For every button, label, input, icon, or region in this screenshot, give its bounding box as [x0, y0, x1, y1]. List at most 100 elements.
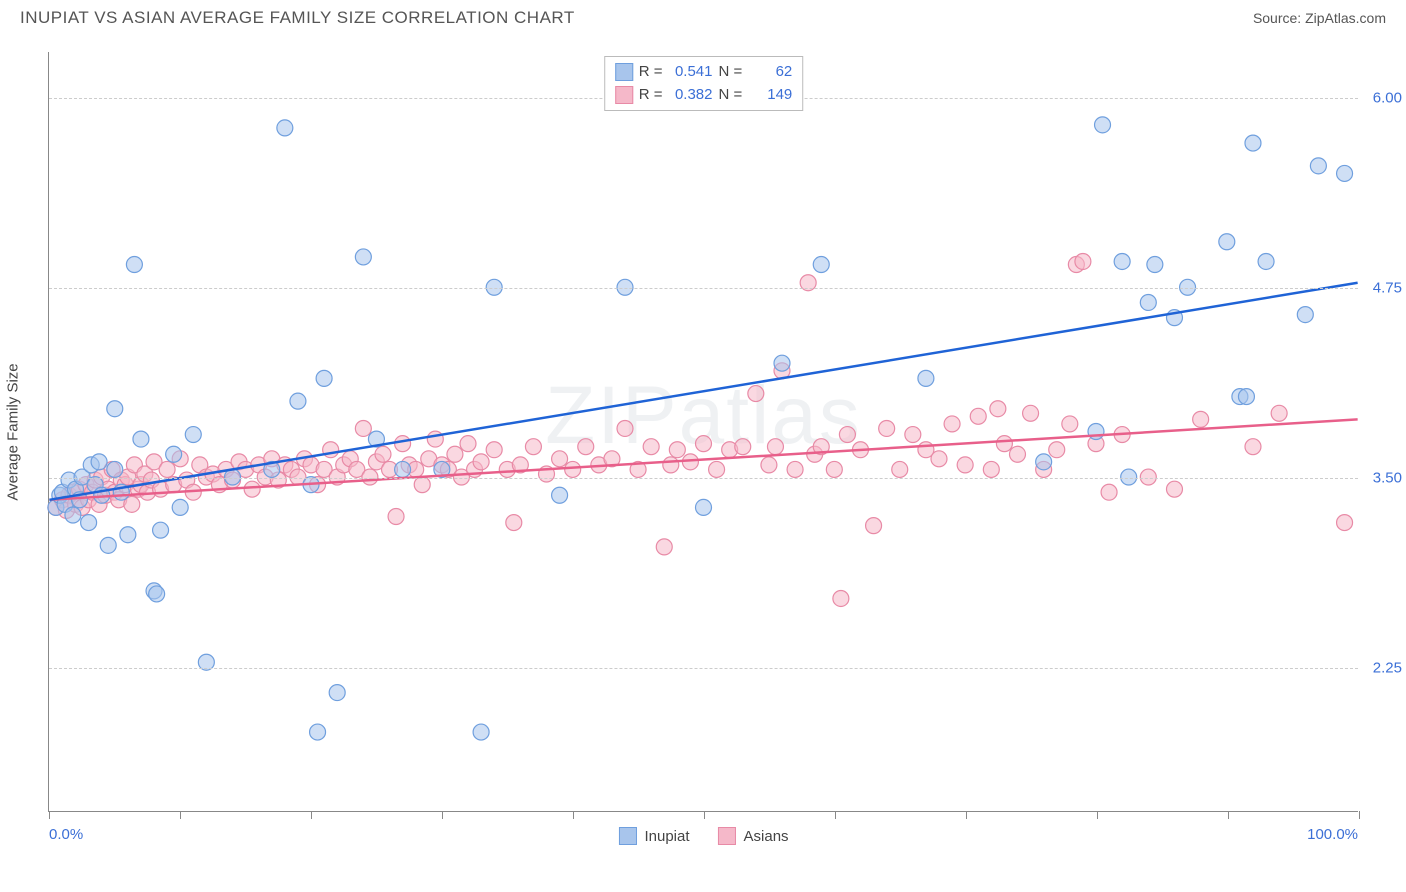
data-point [983, 461, 999, 477]
data-point [669, 442, 685, 458]
data-point [473, 724, 489, 740]
scatter-plot [49, 52, 1358, 811]
legend-label-asians: Asians [744, 828, 789, 845]
data-point [996, 436, 1012, 452]
data-point [1271, 405, 1287, 421]
x-axis-min-label: 0.0% [49, 826, 83, 843]
data-point [879, 420, 895, 436]
n-value-inupiat: 62 [748, 61, 792, 84]
data-point [552, 487, 568, 503]
data-point [1088, 424, 1104, 440]
r-label: R = [639, 84, 663, 107]
legend-item-inupiat: Inupiat [618, 827, 689, 845]
gridline [49, 668, 1358, 669]
n-label: N = [719, 84, 743, 107]
swatch-inupiat [618, 827, 636, 845]
chart-area: Average Family Size ZIPatlas R = 0.541 N… [48, 52, 1358, 812]
data-point [578, 439, 594, 455]
data-point [1023, 405, 1039, 421]
x-tick [1097, 811, 1098, 819]
gridline [49, 288, 1358, 289]
data-point [1166, 481, 1182, 497]
data-point [460, 436, 476, 452]
data-point [153, 522, 169, 538]
data-point [735, 439, 751, 455]
data-point [918, 370, 934, 386]
data-point [656, 539, 672, 555]
data-point [1337, 165, 1353, 181]
data-point [643, 439, 659, 455]
data-point [944, 416, 960, 432]
legend-label-inupiat: Inupiat [644, 828, 689, 845]
data-point [1075, 253, 1091, 269]
x-tick [442, 811, 443, 819]
x-tick [573, 811, 574, 819]
data-point [172, 499, 188, 515]
data-point [892, 461, 908, 477]
data-point [107, 401, 123, 417]
data-point [1009, 446, 1025, 462]
data-point [395, 436, 411, 452]
data-point [774, 355, 790, 371]
data-point [473, 454, 489, 470]
data-point [81, 515, 97, 531]
y-tick-label: 2.25 [1373, 659, 1402, 676]
x-axis-max-label: 100.0% [1307, 826, 1358, 843]
data-point [244, 481, 260, 497]
data-point [748, 386, 764, 402]
legend-bottom: Inupiat Asians [618, 827, 788, 845]
x-tick [311, 811, 312, 819]
data-point [1297, 307, 1313, 323]
data-point [696, 436, 712, 452]
data-point [709, 461, 725, 477]
data-point [1245, 135, 1261, 151]
data-point [833, 590, 849, 606]
data-point [375, 446, 391, 462]
y-tick-label: 4.75 [1373, 279, 1402, 296]
y-tick-label: 6.00 [1373, 89, 1402, 106]
data-point [767, 439, 783, 455]
legend-row-asians: R = 0.382 N = 149 [615, 84, 793, 107]
data-point [1062, 416, 1078, 432]
gridline [49, 478, 1358, 479]
data-point [166, 446, 182, 462]
data-point [329, 685, 345, 701]
trend-line [49, 283, 1357, 500]
x-tick [49, 811, 50, 819]
data-point [1219, 234, 1235, 250]
data-point [565, 461, 581, 477]
swatch-inupiat [615, 63, 633, 81]
data-point [826, 461, 842, 477]
data-point [395, 461, 411, 477]
data-point [120, 527, 136, 543]
chart-title: INUPIAT VS ASIAN AVERAGE FAMILY SIZE COR… [20, 8, 575, 28]
data-point [159, 461, 175, 477]
data-point [1245, 439, 1261, 455]
data-point [447, 446, 463, 462]
data-point [970, 408, 986, 424]
data-point [185, 427, 201, 443]
data-point [1114, 253, 1130, 269]
legend-stats: R = 0.541 N = 62 R = 0.382 N = 149 [604, 56, 804, 111]
data-point [1095, 117, 1111, 133]
source-label: Source: ZipAtlas.com [1253, 10, 1386, 26]
data-point [696, 499, 712, 515]
x-tick [1228, 811, 1229, 819]
y-tick-label: 3.50 [1373, 469, 1402, 486]
data-point [1310, 158, 1326, 174]
swatch-asians [615, 86, 633, 104]
r-value-inupiat: 0.541 [669, 61, 713, 84]
data-point [1049, 442, 1065, 458]
data-point [414, 477, 430, 493]
y-axis-label: Average Family Size [5, 363, 22, 500]
data-point [355, 420, 371, 436]
data-point [126, 257, 142, 273]
data-point [1238, 389, 1254, 405]
data-point [1101, 484, 1117, 500]
n-value-asians: 149 [748, 84, 792, 107]
data-point [552, 451, 568, 467]
data-point [525, 439, 541, 455]
data-point [65, 507, 81, 523]
data-point [1147, 257, 1163, 273]
x-tick [966, 811, 967, 819]
